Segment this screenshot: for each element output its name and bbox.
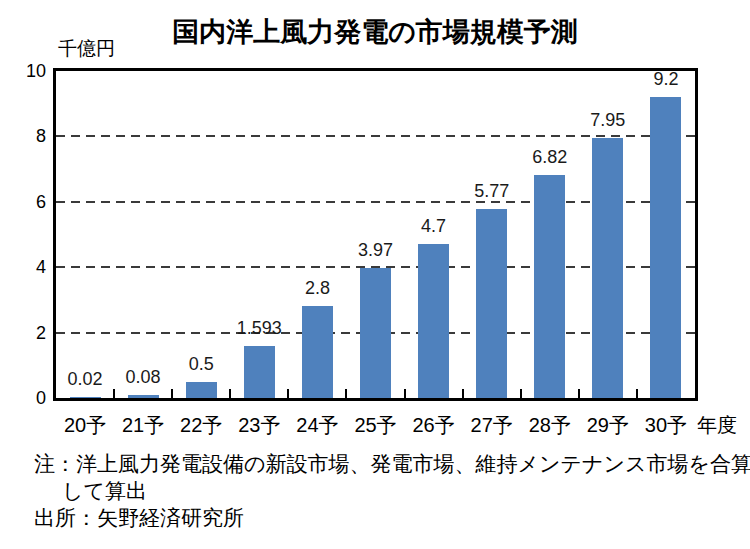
bar-24予 <box>302 306 333 398</box>
note-line-2: して算出 <box>62 477 147 504</box>
bar-29予 <box>592 138 623 398</box>
y-axis-label-6: 6 <box>0 191 46 213</box>
x-axis-tick-9 <box>578 389 580 398</box>
x-axis-tick-8 <box>520 389 522 398</box>
x-axis-tick-6 <box>404 389 406 398</box>
chart-canvas: 国内洋上風力発電の市場規模予測 千億円 0.020.080.51.5932.83… <box>0 0 750 549</box>
bar-value-label-22予: 0.5 <box>156 354 246 375</box>
note-line-1: 注：洋上風力発電設備の新設市場、発電市場、維持メンテナンス市場を合算 <box>34 450 750 477</box>
bar-value-label-29予: 7.95 <box>563 110 653 131</box>
bar-28予 <box>534 175 565 398</box>
bar-21予 <box>128 395 159 398</box>
x-axis-tick-5 <box>345 389 347 398</box>
source-line: 出所：矢野経済研究所 <box>34 504 244 531</box>
bar-value-label-23予: 1.593 <box>214 318 304 339</box>
bar-27予 <box>476 209 507 398</box>
y-axis-label-8: 8 <box>0 125 46 147</box>
bar-25予 <box>360 268 391 398</box>
bar-20予 <box>70 397 101 398</box>
plot-area: 0.020.080.51.5932.83.974.75.776.827.959.… <box>53 68 698 401</box>
x-axis-tick-10 <box>636 389 638 398</box>
bar-30予 <box>650 97 681 398</box>
bar-value-label-25予: 3.97 <box>331 240 421 261</box>
bar-value-label-26予: 4.7 <box>389 216 479 237</box>
y-axis-label-4: 4 <box>0 256 46 278</box>
x-axis-tick-7 <box>462 389 464 398</box>
bar-value-label-28予: 6.82 <box>505 147 595 168</box>
x-axis-label-30予: 30予 <box>621 412 711 438</box>
bar-22予 <box>186 382 217 398</box>
bar-value-label-30予: 9.2 <box>621 69 711 90</box>
y-axis-label-0: 0 <box>0 387 46 409</box>
x-axis-tick-4 <box>287 389 289 398</box>
bar-value-label-27予: 5.77 <box>447 181 537 202</box>
bar-23予 <box>244 346 275 398</box>
x-axis-tick-2 <box>171 389 173 398</box>
y-axis-unit-label: 千億円 <box>58 36 115 62</box>
x-axis-tick-1 <box>113 389 115 398</box>
x-axis-tick-3 <box>229 389 231 398</box>
y-axis-label-2: 2 <box>0 322 46 344</box>
y-axis-label-10: 10 <box>0 60 46 82</box>
bar-value-label-24予: 2.8 <box>272 278 362 299</box>
bar-26予 <box>418 244 449 398</box>
